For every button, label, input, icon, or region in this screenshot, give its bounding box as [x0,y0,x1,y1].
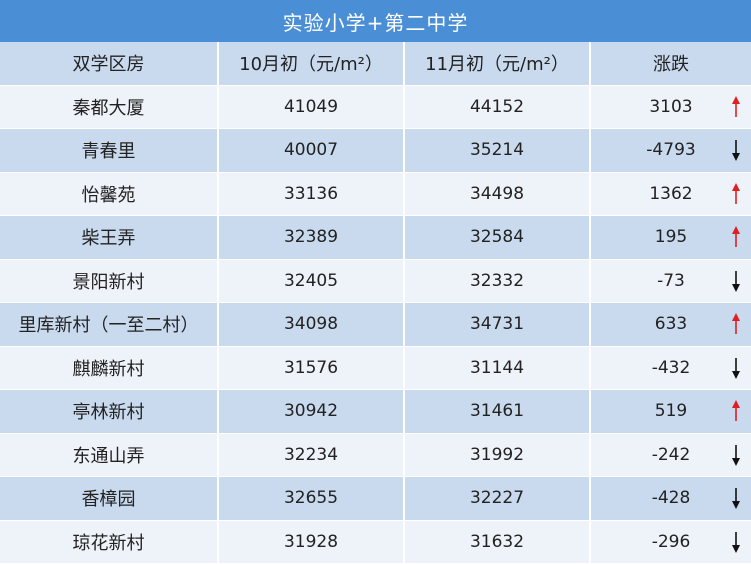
cell-nov-price: 32227 [404,477,590,521]
change-value: 1362 [649,184,692,204]
cell-change: -296 [590,520,751,564]
cell-name: 亭林新村 [0,390,218,434]
arrow-down-icon [731,357,741,379]
cell-nov-price: 44152 [404,85,590,129]
header-nov: 11月初（元/m²） [404,42,590,85]
cell-oct-price: 31928 [218,520,404,564]
cell-change: 633 [590,303,751,347]
cell-change: -73 [590,259,751,303]
cell-nov-price: 34498 [404,172,590,216]
cell-oct-price: 40007 [218,129,404,173]
price-table: 双学区房 10月初（元/m²） 11月初（元/m²） 涨跌 秦都大厦 41049 4… [0,42,751,564]
table-row: 怡馨苑 33136 34498 1362 [0,172,751,216]
cell-name: 青春里 [0,129,218,173]
table-row: 秦都大厦 41049 44152 3103 [0,85,751,129]
table-row: 亭林新村 30942 31461 519 [0,390,751,434]
table-row: 香樟园 32655 32227 -428 [0,477,751,521]
change-value: -4793 [646,140,695,160]
cell-change: -428 [590,477,751,521]
cell-oct-price: 32405 [218,259,404,303]
arrow-up-icon [731,400,741,422]
table-body: 秦都大厦 41049 44152 3103 青春里 40007 35214 -4793 怡馨苑 3… [0,85,751,564]
cell-name: 柴王弄 [0,216,218,260]
table-row: 东通山弄 32234 31992 -242 [0,433,751,477]
cell-oct-price: 32655 [218,477,404,521]
table-row: 景阳新村 32405 32332 -73 [0,259,751,303]
cell-name: 景阳新村 [0,259,218,303]
cell-change: 3103 [590,85,751,129]
cell-name: 香樟园 [0,477,218,521]
cell-change: -242 [590,433,751,477]
table-row: 里库新村（一至二村） 34098 34731 633 [0,303,751,347]
change-value: -242 [652,445,691,465]
arrow-down-icon [731,270,741,292]
change-value: -428 [652,488,691,508]
cell-change: -4793 [590,129,751,173]
change-value: -296 [652,532,691,552]
header-oct: 10月初（元/m²） [218,42,404,85]
table-row: 麒麟新村 31576 31144 -432 [0,346,751,390]
header-row: 双学区房 10月初（元/m²） 11月初（元/m²） 涨跌 [0,42,751,85]
arrow-down-icon [731,487,741,509]
cell-oct-price: 32389 [218,216,404,260]
cell-nov-price: 31992 [404,433,590,477]
cell-oct-price: 34098 [218,303,404,347]
cell-name: 麒麟新村 [0,346,218,390]
table-row: 柴王弄 32389 32584 195 [0,216,751,260]
arrow-up-icon [731,96,741,118]
header-name: 双学区房 [0,42,218,85]
arrow-down-icon [731,444,741,466]
cell-name: 怡馨苑 [0,172,218,216]
cell-change: 1362 [590,172,751,216]
cell-name: 里库新村（一至二村） [0,303,218,347]
cell-oct-price: 32234 [218,433,404,477]
change-value: -73 [657,271,685,291]
cell-nov-price: 31632 [404,520,590,564]
cell-nov-price: 35214 [404,129,590,173]
arrow-up-icon [731,313,741,335]
cell-oct-price: 30942 [218,390,404,434]
change-value: -432 [652,358,691,378]
cell-name: 东通山弄 [0,433,218,477]
cell-nov-price: 31144 [404,346,590,390]
cell-oct-price: 41049 [218,85,404,129]
cell-change: 519 [590,390,751,434]
cell-oct-price: 31576 [218,346,404,390]
arrow-up-icon [731,183,741,205]
table-row: 青春里 40007 35214 -4793 [0,129,751,173]
change-value: 195 [655,227,687,247]
cell-oct-price: 33136 [218,172,404,216]
table-title: 实验小学+第二中学 [0,0,751,42]
arrow-up-icon [731,226,741,248]
header-change: 涨跌 [590,42,751,85]
table-row: 琼花新村 31928 31632 -296 [0,520,751,564]
cell-nov-price: 32332 [404,259,590,303]
cell-change: -432 [590,346,751,390]
change-value: 519 [655,401,687,421]
arrow-down-icon [731,531,741,553]
cell-nov-price: 34731 [404,303,590,347]
cell-change: 195 [590,216,751,260]
cell-nov-price: 31461 [404,390,590,434]
change-value: 3103 [649,97,692,117]
cell-name: 琼花新村 [0,520,218,564]
arrow-down-icon [731,139,741,161]
cell-name: 秦都大厦 [0,85,218,129]
cell-nov-price: 32584 [404,216,590,260]
change-value: 633 [655,314,687,334]
